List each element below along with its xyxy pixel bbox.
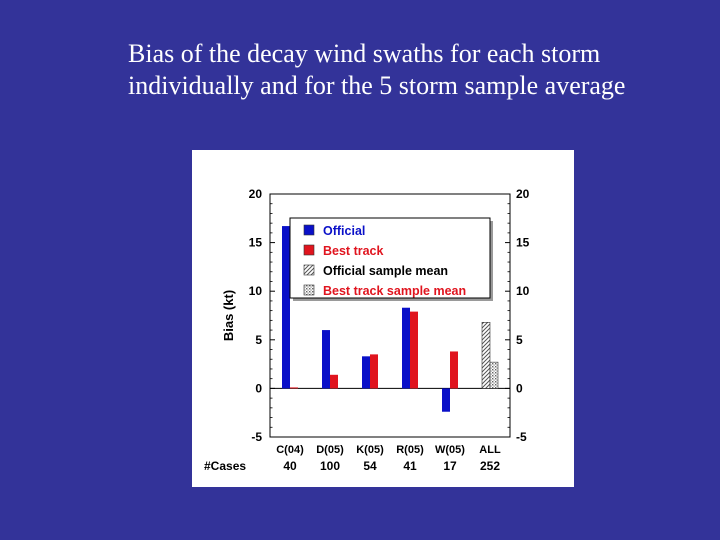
- y-axis-label: Bias (kt): [221, 290, 236, 341]
- x-category-label: R(05): [396, 444, 424, 456]
- bar-official-2: [362, 356, 370, 389]
- bar-best-track-0: [290, 387, 298, 389]
- legend-swatch-official-sample-mean: [303, 264, 315, 276]
- slide-title-line-2: individually and for the 5 storm sample …: [128, 71, 626, 100]
- cases-value: 252: [480, 459, 500, 473]
- cases-value: 54: [363, 459, 377, 473]
- bar-official-1: [322, 330, 330, 389]
- y-tick-label-right: 10: [516, 284, 530, 298]
- y-tick-label-right: 15: [516, 236, 530, 250]
- y-tick-label-right: 20: [516, 187, 530, 201]
- bar-official-3: [402, 307, 410, 389]
- chart-panel: Official Best track Official sample mean Be…: [192, 150, 574, 487]
- bar-official-sample-mean-5: [481, 322, 491, 389]
- bar-official-4: [442, 388, 450, 412]
- bar-best-track-3: [410, 311, 418, 389]
- legend-swatch-best-track-sample-mean: [303, 284, 315, 296]
- cases-value: 100: [320, 459, 340, 473]
- legend-label-best-track-sample-mean: Best track sample mean: [323, 284, 466, 298]
- y-tick-label-left: 10: [249, 284, 263, 298]
- slide-title-line-1: Bias of the decay wind swaths for each s…: [128, 39, 601, 68]
- bar-best-track-2: [370, 354, 378, 389]
- x-category-label: K(05): [356, 444, 384, 456]
- bar-best-track-4: [450, 351, 458, 389]
- bias-chart: Official Best track Official sample mean Be…: [204, 187, 530, 473]
- cases-value: 41: [403, 459, 417, 473]
- legend-label-best-track: Best track: [323, 244, 383, 258]
- y-tick-label-left: 20: [249, 187, 263, 201]
- y-tick-label-left: 15: [249, 236, 263, 250]
- y-tick-label-right: -5: [516, 430, 527, 444]
- plot-frame: [269, 193, 511, 438]
- cases-value: 40: [283, 459, 297, 473]
- cases-label: #Cases: [204, 459, 246, 473]
- x-category-label: D(05): [316, 444, 344, 456]
- legend-swatch-best-track: [303, 244, 315, 256]
- y-tick-label-left: -5: [251, 430, 262, 444]
- cases-value: 17: [443, 459, 457, 473]
- x-category-label: ALL: [479, 444, 501, 456]
- bar-official-0: [282, 226, 290, 389]
- bar-best-track-sample-mean-5: [489, 361, 499, 389]
- legend-box: [289, 217, 491, 299]
- y-tick-label-right: 0: [516, 381, 523, 395]
- slide-title: Bias of the decay wind swaths for each s…: [128, 38, 708, 102]
- x-category-label: C(04): [276, 444, 304, 456]
- y-tick-label-left: 0: [255, 381, 262, 395]
- legend-label-official: Official: [323, 224, 365, 238]
- y-tick-label-left: 5: [255, 333, 262, 347]
- legend-swatch-official: [303, 224, 315, 236]
- y-tick-label-right: 5: [516, 333, 523, 347]
- x-category-label: W(05): [435, 444, 465, 456]
- legend-label-official-sample-mean: Official sample mean: [323, 264, 448, 278]
- bar-best-track-1: [330, 374, 338, 389]
